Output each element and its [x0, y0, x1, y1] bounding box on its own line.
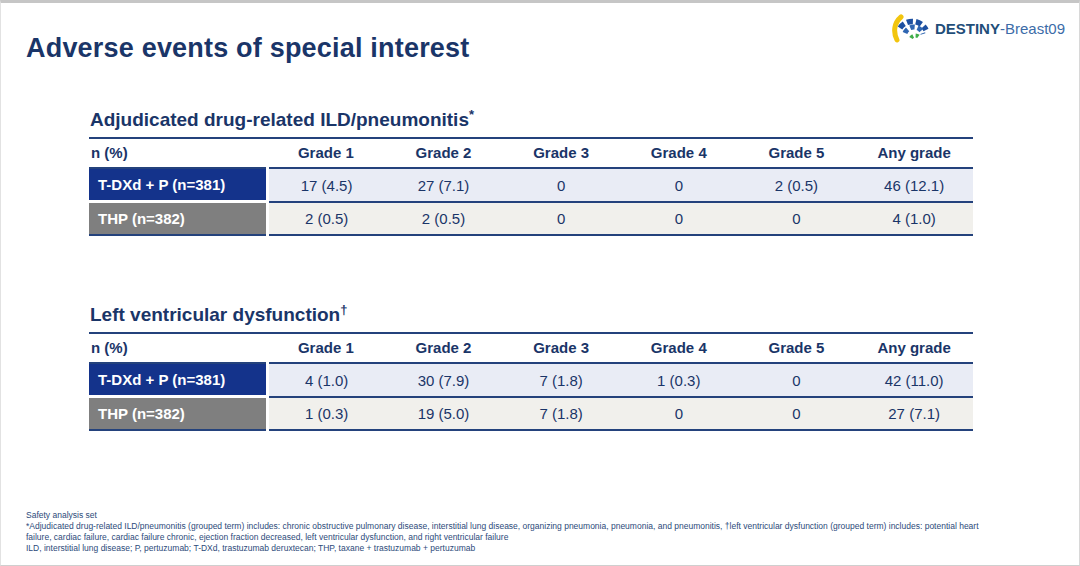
- section-left-ventricular-dysfunction: Left ventricular dysfunction† n (%) Grad…: [89, 302, 973, 431]
- column-header-grade4: Grade 4: [620, 333, 738, 363]
- table-cell: 7 (1.8): [502, 363, 620, 397]
- table-cell: 0: [738, 202, 856, 236]
- column-header-any-grade: Any grade: [855, 138, 973, 168]
- table-cell: 19 (5.0): [385, 397, 503, 431]
- column-header-grade4: Grade 4: [620, 138, 738, 168]
- table-cell: 7 (1.8): [502, 397, 620, 431]
- row-label-thp: THP (n=382): [89, 397, 267, 431]
- section-heading-lvd-text: Left ventricular dysfunction: [90, 304, 340, 325]
- section-heading-ild-text: Adjudicated drug-related ILD/pneumonitis: [90, 109, 469, 130]
- column-header-grade2: Grade 2: [385, 333, 503, 363]
- column-header-grade3: Grade 3: [502, 333, 620, 363]
- destiny-fan-icon: [890, 13, 930, 43]
- table-cell: 2 (0.5): [385, 202, 503, 236]
- column-header-grade5: Grade 5: [738, 138, 856, 168]
- footnote-marker-asterisk: *: [469, 107, 474, 122]
- ild-table-header-row: n (%) Grade 1 Grade 2 Grade 3 Grade 4 Gr…: [89, 138, 973, 168]
- column-header-grade3: Grade 3: [502, 138, 620, 168]
- table-row-thp: THP (n=382) 1 (0.3) 19 (5.0) 7 (1.8) 0 0…: [89, 397, 973, 431]
- table-cell: 46 (12.1): [855, 168, 973, 202]
- page-title: Adverse events of special interest: [26, 33, 470, 64]
- column-header-any-grade: Any grade: [855, 333, 973, 363]
- lvd-table: n (%) Grade 1 Grade 2 Grade 3 Grade 4 Gr…: [89, 332, 973, 431]
- footnote-line: ILD, interstitial lung disease; P, pertu…: [26, 543, 979, 554]
- lvd-table-header-row: n (%) Grade 1 Grade 2 Grade 3 Grade 4 Gr…: [89, 333, 973, 363]
- column-header-grade1: Grade 1: [267, 138, 385, 168]
- column-header-n-pct: n (%): [89, 333, 267, 363]
- column-header-n-pct: n (%): [89, 138, 267, 168]
- column-header-grade1: Grade 1: [267, 333, 385, 363]
- table-cell: 27 (7.1): [385, 168, 503, 202]
- table-cell: 30 (7.9): [385, 363, 503, 397]
- footnote-line: Safety analysis set: [26, 510, 979, 521]
- footnote-line: *Adjudicated drug-related ILD/pneumoniti…: [26, 521, 979, 532]
- table-cell: 0: [620, 202, 738, 236]
- row-label-tdxd-p: T-DXd + P (n=381): [89, 168, 267, 202]
- table-cell: 1 (0.3): [620, 363, 738, 397]
- table-cell: 0: [502, 168, 620, 202]
- table-cell: 42 (11.0): [855, 363, 973, 397]
- footnotes: Safety analysis set *Adjudicated drug-re…: [26, 510, 979, 554]
- table-row-tdxd-p: T-DXd + P (n=381) 17 (4.5) 27 (7.1) 0 0 …: [89, 168, 973, 202]
- table-row-thp: THP (n=382) 2 (0.5) 2 (0.5) 0 0 0 4 (1.0…: [89, 202, 973, 236]
- footnote-line: failure, cardiac failure, cardiac failur…: [26, 532, 979, 543]
- table-cell: 0: [620, 397, 738, 431]
- section-heading-lvd: Left ventricular dysfunction†: [90, 302, 973, 326]
- column-header-grade2: Grade 2: [385, 138, 503, 168]
- slide: DESTINY-Breast09 Adverse events of speci…: [0, 0, 1080, 566]
- table-cell: 0: [738, 363, 856, 397]
- row-label-thp: THP (n=382): [89, 202, 267, 236]
- table-cell: 4 (1.0): [855, 202, 973, 236]
- table-cell: 0: [502, 202, 620, 236]
- logo-text-bold: DESTINY: [935, 20, 1000, 37]
- table-cell: 4 (1.0): [267, 363, 385, 397]
- ild-table: n (%) Grade 1 Grade 2 Grade 3 Grade 4 Gr…: [89, 137, 973, 236]
- table-row-tdxd-p: T-DXd + P (n=381) 4 (1.0) 30 (7.9) 7 (1.…: [89, 363, 973, 397]
- logo-text-rest: -Breast09: [1000, 20, 1065, 37]
- table-cell: 0: [620, 168, 738, 202]
- column-header-grade5: Grade 5: [738, 333, 856, 363]
- table-cell: 1 (0.3): [267, 397, 385, 431]
- row-label-tdxd-p: T-DXd + P (n=381): [89, 363, 267, 397]
- table-cell: 2 (0.5): [738, 168, 856, 202]
- section-ild-pneumonitis: Adjudicated drug-related ILD/pneumonitis…: [89, 107, 973, 236]
- table-cell: 0: [738, 397, 856, 431]
- section-heading-ild: Adjudicated drug-related ILD/pneumonitis…: [90, 107, 973, 131]
- table-cell: 27 (7.1): [855, 397, 973, 431]
- table-cell: 17 (4.5): [267, 168, 385, 202]
- table-cell: 2 (0.5): [267, 202, 385, 236]
- destiny-logo-text: DESTINY-Breast09: [935, 20, 1065, 37]
- footnote-marker-dagger: †: [340, 302, 347, 317]
- destiny-logo: DESTINY-Breast09: [890, 13, 1065, 43]
